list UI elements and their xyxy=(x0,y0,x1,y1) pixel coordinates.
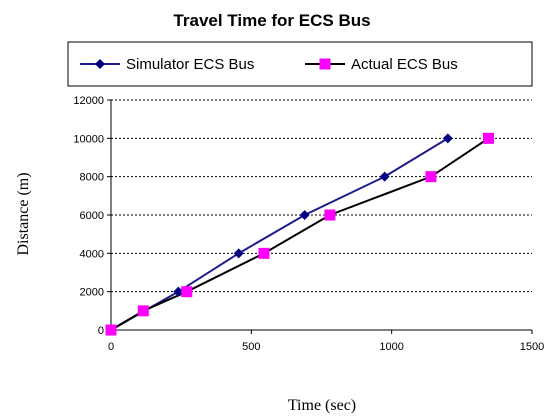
x-tick-label: 1500 xyxy=(520,341,544,353)
y-tick-label: 8000 xyxy=(80,172,104,184)
data-point-actual-ecs-bus xyxy=(482,132,494,144)
y-tick-label: 4000 xyxy=(80,248,104,260)
y-tick-label: 10000 xyxy=(73,133,104,145)
y-tick-label: 6000 xyxy=(80,210,104,222)
legend-box xyxy=(67,41,533,87)
x-tick-label: 1000 xyxy=(379,341,403,353)
legend-label: Actual ECS Bus xyxy=(351,56,458,73)
data-point-actual-ecs-bus xyxy=(258,247,270,259)
legend-label: Simulator ECS Bus xyxy=(126,56,254,73)
data-point-simulator-ecs-bus xyxy=(233,248,244,259)
y-axis-title: Distance (m) xyxy=(15,172,32,255)
data-point-simulator-ecs-bus xyxy=(442,133,453,144)
data-point-actual-ecs-bus xyxy=(105,324,117,336)
y-tick-label: 0 xyxy=(98,325,104,337)
x-tick-label: 500 xyxy=(242,341,260,353)
legend-item-actual-ecs-bus: Actual ECS Bus xyxy=(305,56,458,73)
legend-marker xyxy=(95,59,105,69)
y-tick-label: 12000 xyxy=(73,95,104,107)
data-point-actual-ecs-bus xyxy=(425,171,437,183)
data-point-actual-ecs-bus xyxy=(137,305,149,317)
x-axis-title: Time (sec) xyxy=(288,397,356,414)
chart-title: Travel Time for ECS Bus xyxy=(173,11,370,30)
data-point-simulator-ecs-bus xyxy=(173,286,184,297)
y-tick-label: 2000 xyxy=(80,287,104,299)
legend: Simulator ECS Bus Actual ECS Bus xyxy=(67,41,533,87)
data-point-actual-ecs-bus xyxy=(181,286,193,298)
data-point-actual-ecs-bus xyxy=(324,209,336,221)
legend-marker xyxy=(319,58,331,70)
legend-item-simulator-ecs-bus: Simulator ECS Bus xyxy=(80,56,254,73)
data-point-simulator-ecs-bus xyxy=(379,171,390,182)
series-line-simulator-ecs-bus xyxy=(110,137,449,331)
data-point-simulator-ecs-bus xyxy=(299,210,310,220)
x-tick-label: 0 xyxy=(108,341,114,353)
